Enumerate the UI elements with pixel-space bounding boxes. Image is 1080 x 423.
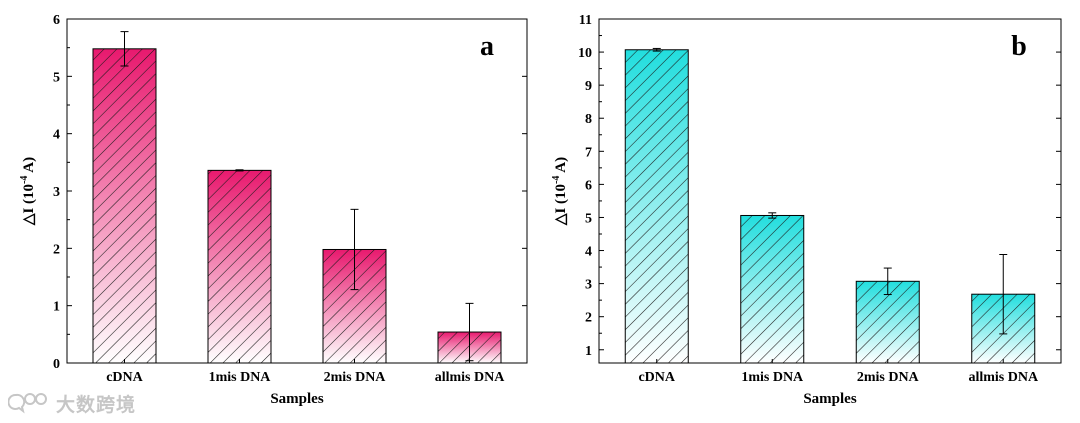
plot-frame [598, 18, 1062, 364]
error-bar [999, 254, 1008, 335]
y-tick-label: 3 [53, 185, 60, 200]
chart-panel-a: 0 1 2 3 4 5 6 cDNA 1mis DNA 2mis DNA allmis DNA Sam… [19, 13, 528, 407]
y-axis-title: △I (10-4 A) [551, 157, 569, 226]
x-tick-label: cDNA [638, 370, 675, 385]
y-tick-label: 1 [585, 344, 592, 359]
x-tick-label: allmis DNA [435, 370, 506, 385]
x-tick-label: 2mis DNA [324, 370, 387, 385]
bar [92, 48, 157, 364]
bar [740, 214, 805, 364]
error-bar [883, 267, 892, 296]
y-tick-label: 7 [585, 145, 592, 160]
y-tick-label: 5 [53, 70, 60, 85]
y-tick-label: 1 [53, 300, 60, 315]
y-tick-label: 9 [585, 79, 592, 94]
y-tick-label: 10 [578, 46, 592, 61]
panel-label: a [480, 31, 494, 62]
y-tick-label: 4 [53, 128, 60, 143]
y-tick-label: 6 [585, 178, 592, 193]
y-tick-label: 4 [585, 245, 592, 260]
y-tick-label: 8 [585, 112, 592, 127]
bar [207, 169, 272, 364]
watermark-text: 大数跨境 [56, 393, 137, 416]
y-tick-label: 3 [585, 278, 592, 293]
error-bar [235, 169, 244, 172]
y-tick-label: 5 [585, 211, 592, 226]
y-tick-label: 11 [579, 13, 592, 28]
y-tick-label: 2 [585, 311, 592, 326]
watermark: 大数跨境 [8, 390, 136, 416]
x-tick-label: allmis DNA [968, 370, 1039, 385]
error-bar [652, 47, 661, 52]
error-bar [120, 31, 129, 67]
x-tick-label: 2mis DNA [857, 370, 920, 385]
y-tick-label: 6 [53, 13, 60, 28]
error-bar [350, 208, 359, 291]
x-axis-title: Samples [270, 391, 324, 407]
chat-bubbles-logo-icon [8, 393, 47, 414]
chart-panel-b: 1 2 3 4 5 6 7 8 9 10 11 cDNA 1mis DNA 2mis DNA allmis … [551, 13, 1062, 407]
y-axis-title: △I (10-4 A) [19, 157, 37, 226]
bar [624, 49, 689, 364]
y-tick-label: 2 [53, 242, 60, 257]
x-axis-title: Samples [803, 391, 857, 407]
x-tick-label: 1mis DNA [741, 370, 804, 385]
error-bar [768, 212, 777, 219]
x-tick-label: 1mis DNA [209, 370, 272, 385]
y-tick-label: 0 [53, 357, 60, 372]
panel-label: b [1011, 31, 1027, 62]
x-tick-label: cDNA [106, 370, 143, 385]
